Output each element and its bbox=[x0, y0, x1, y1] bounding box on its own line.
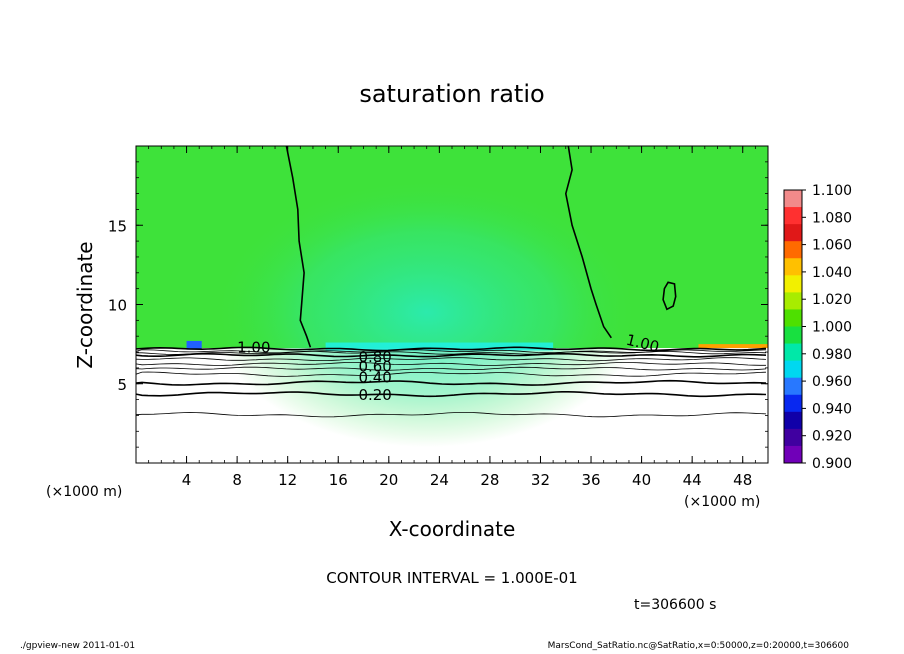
colorbar-swatch bbox=[784, 360, 802, 379]
contour-line bbox=[136, 357, 767, 362]
x-tick-label: 44 bbox=[683, 471, 702, 489]
colorbar-swatch bbox=[784, 207, 802, 225]
colorbar-swatch bbox=[784, 445, 802, 464]
x-tick-label: 40 bbox=[632, 471, 651, 489]
contour-line bbox=[136, 350, 767, 355]
contour-interval-text: CONTOUR INTERVAL = 1.000E-01 bbox=[326, 569, 577, 587]
contour-label: 0.40 bbox=[358, 368, 391, 386]
y-tick-label: 5 bbox=[117, 376, 127, 394]
colorbar-tick-label: 0.920 bbox=[812, 429, 852, 445]
x-tick-label: 32 bbox=[531, 471, 550, 489]
colorbar-tick-label: 1.020 bbox=[812, 292, 852, 308]
colorbar-tick-label: 0.940 bbox=[812, 401, 852, 417]
colorbar-swatch bbox=[784, 292, 802, 310]
contour-line bbox=[136, 352, 767, 358]
colorbar-swatch bbox=[784, 258, 802, 276]
colorbar: 1.100 1.080 1.060 1.040 1.020 1.000 0.980 0.960… bbox=[783, 183, 852, 472]
contour-line bbox=[136, 346, 767, 352]
cyan-band bbox=[325, 342, 554, 351]
x-tick-label: 24 bbox=[430, 471, 449, 489]
colorbar-tick-label: 1.100 bbox=[812, 183, 852, 199]
colorbar-tick-label: 1.080 bbox=[812, 210, 852, 226]
footer-left: ./gpview-new 2011-01-01 bbox=[20, 641, 136, 651]
x-tick-label: 28 bbox=[480, 471, 499, 489]
colorbar-swatch bbox=[784, 343, 802, 362]
contour-closed bbox=[662, 281, 677, 311]
y-tick-label: 10 bbox=[108, 297, 127, 315]
contour-line bbox=[136, 349, 767, 354]
orange-patch bbox=[698, 344, 768, 349]
colorbar-tick-label: 0.960 bbox=[812, 374, 852, 390]
y-axis-label: Z-coordinate bbox=[73, 241, 97, 368]
contour-lines bbox=[136, 146, 767, 418]
x-tick-label: 8 bbox=[232, 471, 242, 489]
contour-line bbox=[136, 366, 767, 371]
colorbar-tick-label: 1.000 bbox=[812, 320, 852, 336]
x-tick-label: 20 bbox=[379, 471, 398, 489]
contour-label: 0.60 bbox=[358, 357, 391, 375]
colorbar-swatch bbox=[784, 275, 802, 293]
x-unit-right: (×1000 m) bbox=[684, 494, 760, 510]
contour-line bbox=[136, 412, 767, 418]
colorbar-swatch bbox=[784, 241, 802, 259]
x-tick-label: 48 bbox=[733, 471, 752, 489]
chart-title: saturation ratio bbox=[359, 80, 544, 108]
contour-label: 0.20 bbox=[358, 386, 391, 404]
colorbar-swatch bbox=[784, 326, 802, 345]
contour-line-left bbox=[285, 146, 312, 348]
footer-right: MarsCond_SatRatio.nc@SatRatio,x=0:50000,… bbox=[547, 641, 849, 651]
x-axis-label: X-coordinate bbox=[389, 517, 516, 541]
colorbar-swatch bbox=[784, 428, 802, 447]
colorbar-swatch bbox=[784, 411, 802, 430]
contour-label: 1.00 bbox=[237, 338, 270, 356]
contour-line-right bbox=[564, 146, 612, 339]
y-axis: 5 10 15 bbox=[108, 145, 768, 464]
contour-line bbox=[136, 371, 767, 377]
y-tick-label: 15 bbox=[108, 217, 127, 235]
contour-line bbox=[136, 362, 766, 366]
x-tick-label: 4 bbox=[182, 471, 192, 489]
colorbar-swatch bbox=[784, 377, 802, 396]
x-tick-label: 16 bbox=[329, 471, 348, 489]
time-text: t=306600 s bbox=[634, 597, 716, 613]
x-tick-label: 12 bbox=[278, 471, 297, 489]
center-fill-region bbox=[211, 177, 642, 448]
x-axis: 4 8 12 16 20 24 28 32 36 40 44 48 bbox=[135, 146, 769, 489]
x-tick-label: 36 bbox=[581, 471, 600, 489]
plot-area bbox=[136, 146, 768, 463]
colorbar-tick-label: 1.060 bbox=[812, 238, 852, 254]
contour-line bbox=[136, 379, 767, 386]
blue-patch bbox=[186, 340, 202, 350]
colorbar-swatch bbox=[784, 190, 802, 208]
colorbar-tick-label: 1.040 bbox=[812, 265, 852, 281]
contour-label: 0.80 bbox=[358, 348, 391, 366]
colorbar-swatch bbox=[784, 224, 802, 242]
colorbar-tick-label: 0.900 bbox=[812, 456, 852, 472]
colorbar-tick-label: 0.980 bbox=[812, 347, 852, 363]
colorbar-swatch bbox=[784, 309, 802, 327]
x-unit-left: (×1000 m) bbox=[46, 484, 122, 500]
contour-line bbox=[136, 391, 767, 398]
colorbar-swatch bbox=[784, 394, 802, 413]
